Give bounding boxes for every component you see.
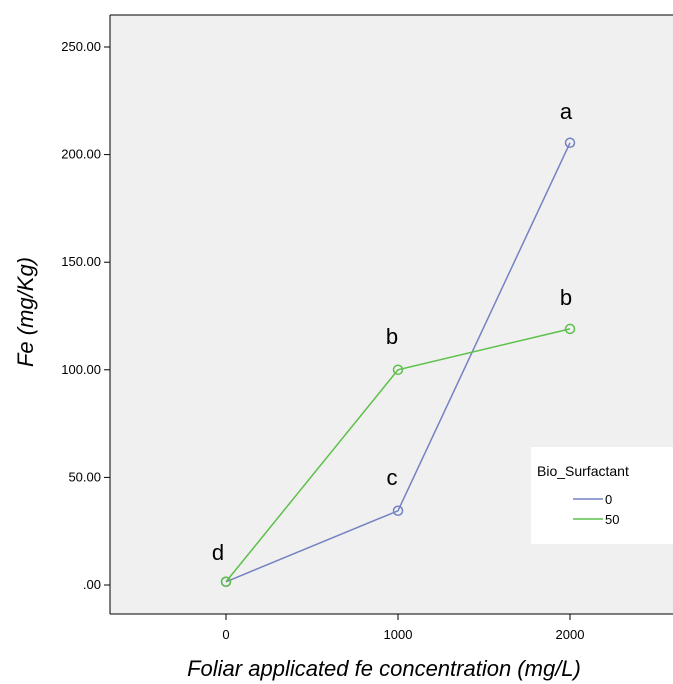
significance-label: d [212,540,224,565]
y-axis-title: Fe (mg/Kg) [13,257,38,367]
data-point-0-1000 [392,505,404,517]
x-tick-label: 0 [222,627,229,642]
significance-label: b [560,285,572,310]
legend-label-series-0: 0 [605,492,612,507]
legend-label-series-1: 50 [605,512,619,527]
data-point-50-2000 [564,323,576,335]
y-tick-label: .00 [83,577,101,592]
significance-label: b [386,324,398,349]
legend-background [531,447,673,544]
data-point-50-1000 [392,364,404,376]
data-point-50-0 [220,576,232,588]
significance-label: c [387,465,398,490]
y-axis-ticks: .00 50.00 100.00 150.00 200.00 250.00 [61,39,110,592]
y-tick-label: 100.00 [61,362,101,377]
x-axis-title: Foliar applicated fe concentration (mg/L… [187,656,581,681]
x-axis-ticks: 0 1000 2000 [222,614,584,642]
series-line-50 [225,328,571,583]
annotation-layer: d c a b b [212,99,573,565]
y-tick-label: 250.00 [61,39,101,54]
y-tick-label: 50.00 [68,469,101,484]
x-tick-label: 1000 [384,627,413,642]
legend-title: Bio_Surfactant [537,463,629,479]
significance-label: a [560,99,573,124]
data-point-0-2000 [564,137,576,149]
y-tick-label: 200.00 [61,147,101,162]
series-line-0 [225,142,571,583]
legend: Bio_Surfactant 0 50 [531,447,673,544]
series-layer [220,137,576,588]
y-tick-label: 150.00 [61,254,101,269]
x-tick-label: 2000 [556,627,585,642]
